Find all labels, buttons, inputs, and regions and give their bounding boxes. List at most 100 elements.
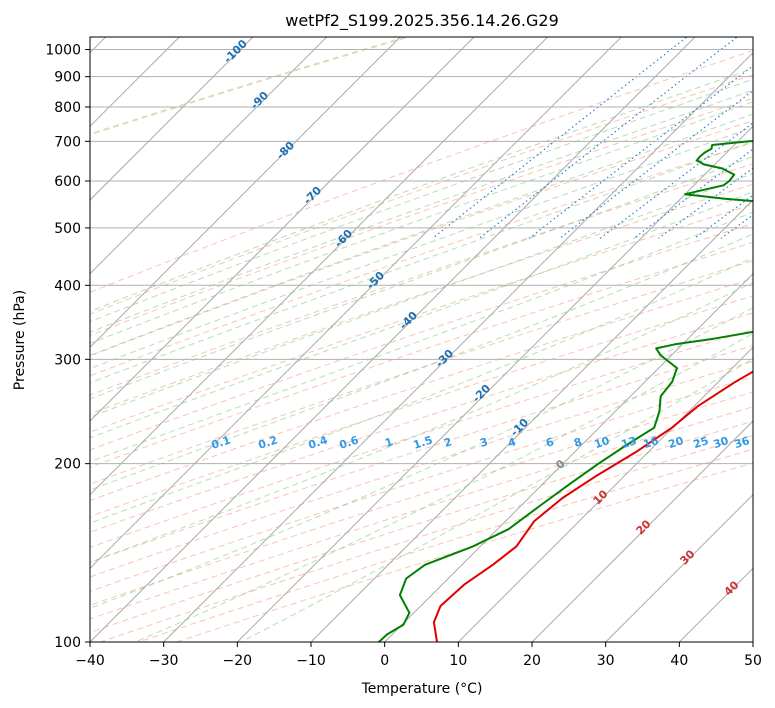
- dry-adiabat-label: 30: [678, 547, 698, 567]
- mixing-ratio-line: [528, 65, 753, 239]
- dry-adiabat: [90, 295, 753, 518]
- y-tick-label: 600: [54, 174, 81, 190]
- mixing-ratio-label: 25: [692, 434, 711, 451]
- dry-adiabat: [100, 434, 753, 642]
- dry-adiabat: [90, 241, 753, 468]
- sounding-profiles: [378, 140, 753, 642]
- mixing-ratio-line: [720, 214, 753, 239]
- mixing-ratio-label: 1.5: [412, 433, 435, 451]
- zero-label: 0: [553, 457, 568, 472]
- dry-adiabat-label: 20: [634, 517, 654, 537]
- moist-adiabat: [135, 332, 753, 642]
- moist-adiabat: [90, 156, 753, 400]
- y-tick-label: 200: [54, 457, 81, 473]
- x-axis-ticks: −40 −30 −20 −10 0 10 20 30 40 50: [75, 642, 762, 669]
- y-tick-label: 800: [54, 100, 81, 116]
- dry-adiabat-label: 40: [722, 578, 742, 598]
- chart-title: wetPf2_S199.2025.356.14.26.G29: [285, 11, 559, 31]
- mixing-ratio-line: [559, 89, 753, 239]
- isotherm: [531, 420, 753, 642]
- moist-adiabat: [90, 257, 753, 524]
- isotherm: [90, 37, 696, 642]
- mixing-ratio-label: 4: [506, 435, 518, 450]
- mixing-ratio-line: [478, 37, 739, 239]
- mixing-ratio-label: 0.4: [307, 433, 330, 451]
- mixing-ratio-label: 3: [478, 435, 489, 450]
- dry-adiabat: [90, 328, 753, 548]
- mixing-ratio-label: 0.6: [338, 433, 361, 451]
- mixing-ratio-line: [599, 122, 753, 239]
- mixing-ratio-label: 36: [733, 434, 752, 451]
- dry-adiabat: [90, 183, 753, 415]
- moist-adiabat: [90, 78, 753, 323]
- mixing-ratio-label: 8: [572, 435, 583, 450]
- isotherm: [90, 37, 475, 422]
- isotherm: [604, 493, 753, 642]
- isotherm: [162, 51, 753, 642]
- isotherm-label: -30: [433, 347, 456, 370]
- isotherm-label: -60: [332, 227, 355, 250]
- x-tick-label: −10: [296, 653, 326, 669]
- x-tick-label: 20: [523, 653, 541, 669]
- x-tick-label: 50: [744, 653, 762, 669]
- isotherm: [310, 199, 753, 642]
- isotherm: [383, 272, 753, 642]
- isotherm: [457, 346, 753, 642]
- isotherm: [90, 37, 549, 496]
- dry-adiabat: [90, 345, 753, 563]
- isotherm: [90, 37, 623, 570]
- isotherm-label: -20: [470, 382, 493, 405]
- mixing-ratio-line: [760, 35, 775, 239]
- x-tick-label: 0: [380, 653, 389, 669]
- isotherm-label: -90: [248, 89, 271, 112]
- moist-adiabat: [90, 281, 753, 563]
- isotherm-label: -50: [364, 269, 387, 292]
- moist-adiabat: [240, 358, 753, 642]
- plot-frame: [89, 36, 754, 643]
- x-axis-label: Temperature (°C): [361, 681, 483, 697]
- dry-adiabat: [90, 120, 753, 357]
- mixing-ratio-line: [694, 194, 753, 239]
- y-tick-label: 1000: [45, 43, 81, 59]
- dewpoint-profile: [378, 140, 753, 642]
- background-lines: [90, 35, 775, 642]
- y-tick-label: 700: [54, 134, 81, 150]
- mixing-ratio-label: 30: [712, 434, 731, 451]
- x-tick-label: 10: [449, 653, 467, 669]
- mixing-ratio-label: 1: [383, 435, 394, 450]
- moist-adiabat: [90, 233, 753, 491]
- dry-adiabat: [90, 406, 753, 620]
- isotherm: [90, 37, 402, 349]
- moist-adiabat: [90, 211, 753, 463]
- mixing-ratio-label: 0.2: [257, 433, 280, 451]
- temperature-profile: [432, 370, 753, 642]
- dry-adiabat: [90, 260, 753, 485]
- x-tick-label: 30: [597, 653, 615, 669]
- mixing-ratio-label: 2: [442, 435, 453, 450]
- dry-adiabat-label: 10: [591, 487, 611, 507]
- y-tick-label: 400: [54, 278, 81, 294]
- y-tick-label: 900: [54, 70, 81, 86]
- mixing-ratio-line: [432, 37, 688, 239]
- mixing-ratio-label: 0.1: [210, 433, 233, 451]
- dry-adiabat: [90, 97, 753, 336]
- moist-adiabat: [90, 172, 753, 418]
- dry-adiabat: [90, 141, 753, 377]
- moist-adiabat: [90, 101, 753, 344]
- mixing-ratio-label: 16: [642, 434, 661, 451]
- isotherm: [752, 641, 753, 642]
- moist-adiabat: [90, 191, 753, 439]
- y-axis-ticks: 100 200 300 400 500 600 700 800 900 1000: [45, 43, 90, 651]
- moist-adiabat: [90, 113, 753, 357]
- mixing-ratio-line: [658, 167, 753, 239]
- moist-adiabat: [90, 307, 753, 609]
- isotherm-label: -40: [397, 309, 420, 332]
- isotherm: [236, 125, 753, 642]
- y-tick-label: 300: [54, 352, 81, 368]
- x-tick-label: −30: [149, 653, 179, 669]
- dry-adiabat: [90, 203, 753, 433]
- mixing-ratio-label: 10: [593, 434, 612, 451]
- isotherm-label: -70: [301, 184, 324, 207]
- isotherm-label: -100: [221, 37, 250, 66]
